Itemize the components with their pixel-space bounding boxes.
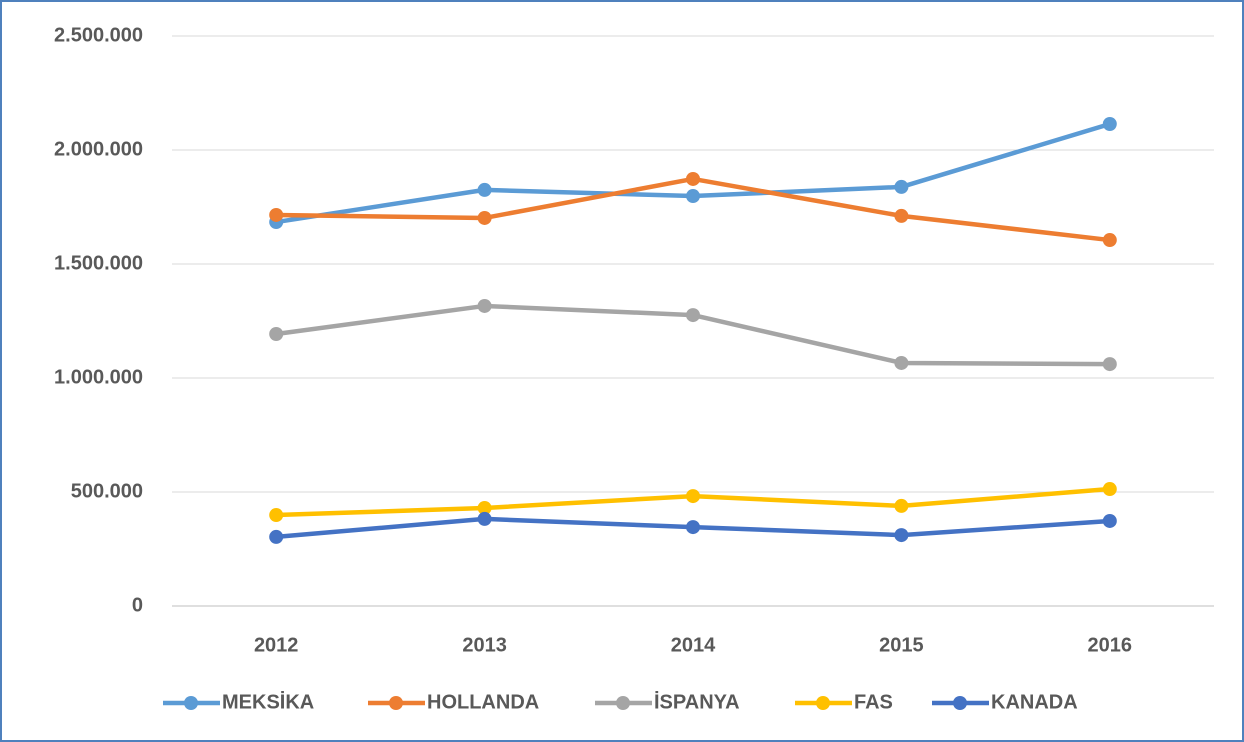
data-point xyxy=(269,326,284,341)
y-tick-label: 0 xyxy=(132,594,143,616)
y-tick-label: 2.000.000 xyxy=(54,138,143,160)
data-point xyxy=(477,298,492,313)
data-point xyxy=(894,528,909,543)
data-point xyxy=(894,355,909,370)
data-point xyxy=(894,498,909,513)
y-tick-label: 1.500.000 xyxy=(54,252,143,274)
data-point xyxy=(1102,513,1117,528)
data-point xyxy=(1102,233,1117,248)
legend-label: KANADA xyxy=(991,691,1078,713)
data-point xyxy=(477,182,492,197)
legend-marker xyxy=(616,696,630,710)
y-tick-label: 500.000 xyxy=(71,480,143,502)
x-tick-label: 2014 xyxy=(671,634,716,656)
data-point xyxy=(1102,117,1117,132)
data-point xyxy=(686,308,700,323)
legend-label: İSPANYA xyxy=(654,690,740,713)
y-tick-label: 2.500.000 xyxy=(54,24,143,46)
legend-marker xyxy=(389,696,403,710)
data-point xyxy=(477,500,492,515)
x-tick-label: 2012 xyxy=(254,634,299,656)
data-point xyxy=(477,511,492,526)
data-point xyxy=(894,179,909,194)
legend-marker xyxy=(953,696,967,710)
legend-label: MEKSİKA xyxy=(222,690,314,713)
data-point xyxy=(269,529,284,544)
data-point xyxy=(1102,357,1117,372)
y-tick-label: 1.000.000 xyxy=(54,366,143,388)
data-point xyxy=(894,208,909,223)
data-point xyxy=(686,520,700,535)
x-tick-label: 2016 xyxy=(1088,634,1133,656)
data-point xyxy=(686,489,700,504)
x-tick-label: 2015 xyxy=(879,634,924,656)
data-point xyxy=(686,171,700,186)
legend-label: FAS xyxy=(854,691,893,713)
legend-marker xyxy=(816,696,830,710)
legend-label: HOLLANDA xyxy=(427,691,539,713)
data-point xyxy=(1102,482,1117,497)
data-point xyxy=(269,207,284,222)
legend-marker xyxy=(184,696,198,710)
data-point xyxy=(686,189,700,204)
data-point xyxy=(269,508,284,523)
data-point xyxy=(477,210,492,225)
x-tick-label: 2013 xyxy=(462,634,507,656)
